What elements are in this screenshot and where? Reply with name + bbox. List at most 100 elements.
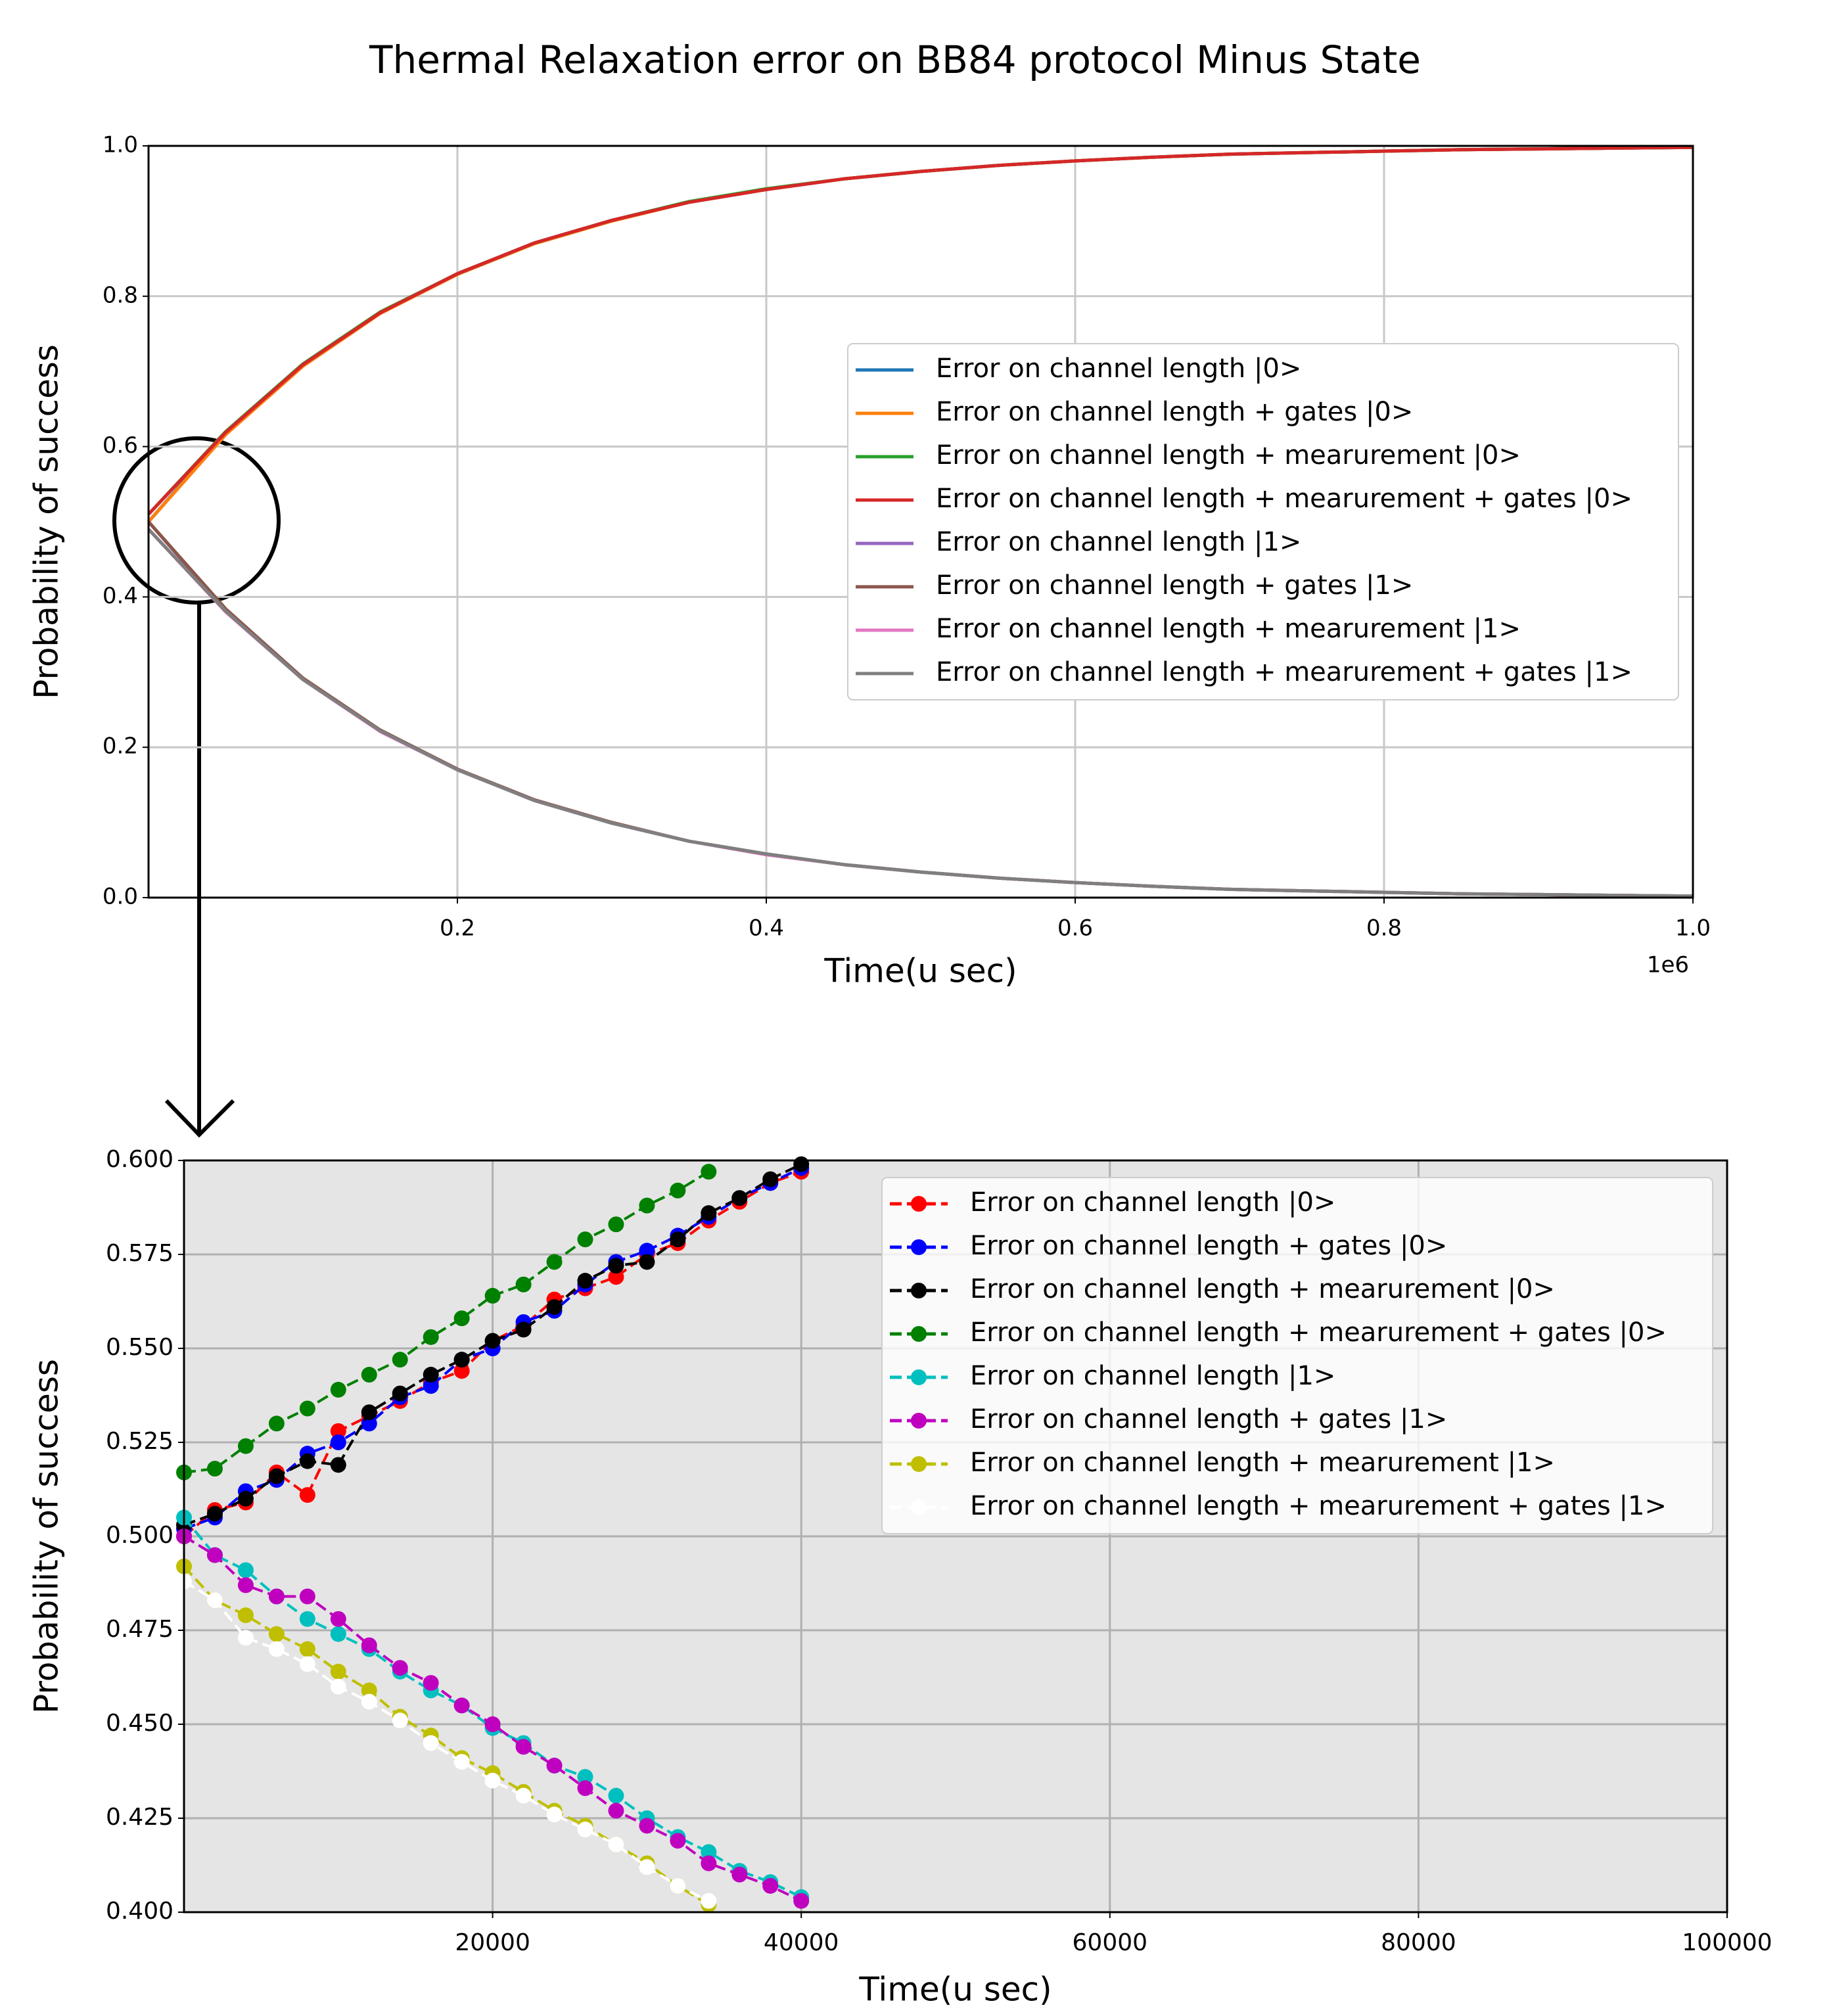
data-point <box>330 1423 346 1439</box>
legend-label: Error on channel length |1> <box>970 1361 1335 1391</box>
y-tick-label: 0.550 <box>106 1334 173 1361</box>
data-point <box>608 1258 624 1274</box>
legend-label: Error on channel length + gates |0> <box>970 1231 1447 1261</box>
x-tick-label: 40000 <box>764 1929 839 1956</box>
legend-label: Error on channel length + gates |0> <box>936 397 1413 427</box>
data-point <box>423 1367 439 1383</box>
data-point <box>453 1352 470 1368</box>
data-point <box>515 1276 532 1293</box>
data-point <box>392 1352 408 1368</box>
data-point <box>453 1697 470 1714</box>
legend-label: Error on channel length + mearurement |1… <box>936 614 1521 644</box>
legend-label: Error on channel length |1> <box>936 527 1301 557</box>
data-point <box>484 1287 501 1304</box>
legend-marker <box>911 1413 927 1429</box>
data-point <box>268 1626 285 1642</box>
data-point <box>546 1254 563 1270</box>
data-point <box>330 1678 346 1695</box>
chart-title: Thermal Relaxation error on BB84 protoco… <box>369 37 1421 82</box>
data-point <box>793 1156 810 1172</box>
data-point <box>268 1415 285 1432</box>
data-point <box>330 1381 346 1398</box>
x-tick-label: 80000 <box>1381 1929 1456 1956</box>
data-point <box>392 1660 408 1676</box>
data-point <box>701 1205 717 1222</box>
data-point <box>701 1855 717 1871</box>
legend-label: Error on channel length + mearurement |0… <box>970 1274 1555 1304</box>
data-point <box>515 1787 532 1804</box>
data-point <box>206 1461 223 1477</box>
data-point <box>237 1438 254 1454</box>
data-point <box>515 1321 532 1338</box>
data-point <box>330 1626 346 1642</box>
data-point <box>793 1892 810 1909</box>
y-axis-label: Probability of success <box>28 1359 66 1714</box>
data-point <box>361 1367 377 1383</box>
data-point <box>577 1821 593 1838</box>
data-point <box>484 1716 501 1732</box>
data-point <box>577 1769 593 1785</box>
data-point <box>484 1333 501 1349</box>
data-point <box>299 1656 315 1672</box>
data-point <box>299 1487 315 1503</box>
data-point <box>701 1892 717 1909</box>
data-point <box>608 1216 624 1233</box>
legend-label: Error on channel length + mearurement + … <box>970 1491 1667 1521</box>
data-point <box>639 1859 655 1875</box>
legend-label: Error on channel length + mearurement + … <box>970 1317 1667 1348</box>
data-point <box>392 1712 408 1729</box>
y-tick-label: 0.600 <box>106 1146 173 1173</box>
legend-label: Error on channel length + mearurement |0… <box>936 440 1521 470</box>
y-tick-label: 0.450 <box>106 1710 173 1737</box>
data-point <box>608 1269 624 1285</box>
y-tick-label: 0.575 <box>106 1240 173 1267</box>
data-point <box>237 1562 254 1578</box>
data-point <box>608 1787 624 1804</box>
series-line <box>147 528 1694 898</box>
series-line <box>183 1162 802 1526</box>
data-point <box>639 1254 655 1270</box>
data-point <box>639 1818 655 1834</box>
legend-marker <box>911 1283 927 1298</box>
data-point <box>423 1378 439 1394</box>
data-point <box>515 1739 532 1755</box>
data-point <box>608 1837 624 1853</box>
data-point <box>453 1310 470 1327</box>
legend-label: Error on channel length + mearurement |1… <box>970 1448 1555 1478</box>
data-point <box>299 1641 315 1657</box>
x-tick-label: 0.2 <box>440 915 475 942</box>
legend-label: Error on channel length |0> <box>936 354 1301 384</box>
y-axis-label: Probability of success <box>28 344 66 699</box>
data-point <box>206 1547 223 1563</box>
series-line <box>147 145 1694 516</box>
x-offset-label: 1e6 <box>1647 952 1689 978</box>
legend-marker <box>911 1369 927 1385</box>
data-point <box>299 1611 315 1627</box>
data-point <box>268 1641 285 1657</box>
data-point <box>206 1592 223 1609</box>
data-point <box>237 1630 254 1646</box>
y-tick-label: 1.0 <box>103 132 138 158</box>
data-point <box>392 1385 408 1402</box>
zoom-circle <box>112 436 281 605</box>
data-point <box>546 1299 563 1316</box>
y-tick-label: 0.6 <box>103 432 138 459</box>
data-point <box>577 1780 593 1797</box>
data-point <box>237 1607 254 1624</box>
data-point <box>670 1833 686 1849</box>
x-tick-label: 0.4 <box>749 915 784 942</box>
data-point <box>299 1588 315 1605</box>
data-point <box>762 1877 779 1894</box>
data-point <box>639 1197 655 1214</box>
x-tick-label: 20000 <box>455 1929 530 1956</box>
data-point <box>361 1404 377 1421</box>
x-tick-label: 60000 <box>1073 1929 1148 1956</box>
legend-label: Error on channel length + gates |1> <box>936 570 1413 601</box>
data-point <box>731 1866 748 1883</box>
data-point <box>701 1164 717 1180</box>
y-tick-label: 0.4 <box>103 583 138 609</box>
data-point <box>423 1329 439 1345</box>
data-point <box>453 1754 470 1770</box>
data-point <box>546 1806 563 1823</box>
